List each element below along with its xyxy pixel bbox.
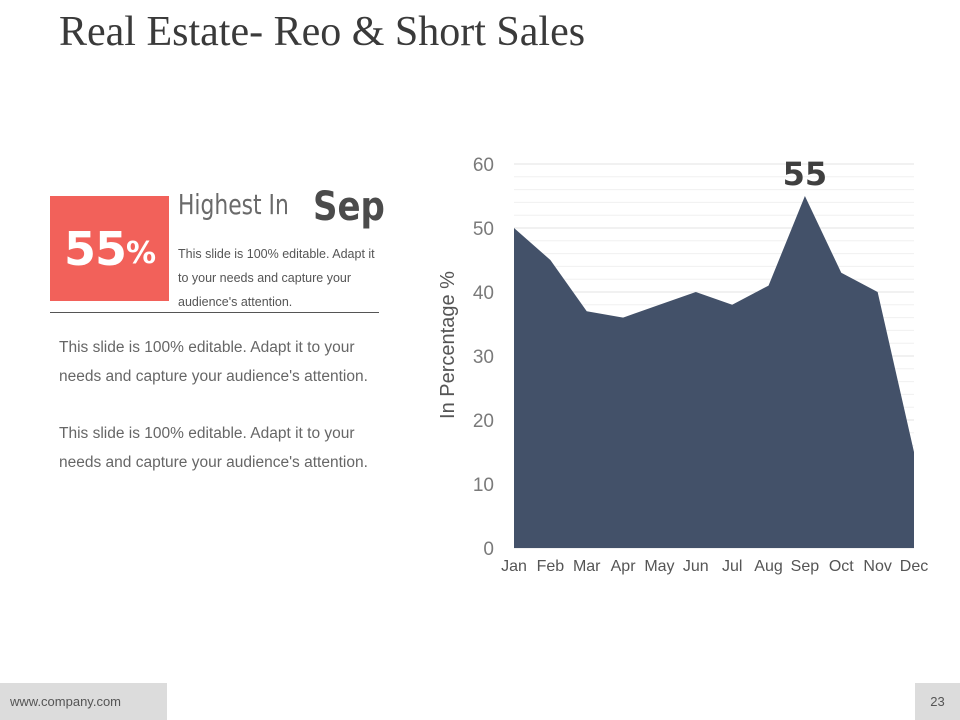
highlight-badge: 55% (50, 196, 169, 301)
area-series (514, 196, 914, 548)
y-tick-label: 50 (473, 219, 494, 240)
slide-title: Real Estate- Reo & Short Sales (59, 9, 586, 55)
x-tick-label: Oct (829, 558, 854, 575)
highlight-description: This slide is 100% editable. Adapt it to… (178, 247, 375, 309)
paragraph-1: This slide is 100% editable. Adapt it to… (59, 339, 368, 385)
headline-text: Highest In (178, 188, 289, 221)
y-tick-label: 40 (473, 283, 494, 304)
x-tick-label: Feb (537, 558, 565, 575)
highlight-headline: Highest In Sep (178, 184, 385, 230)
x-tick-label: Jul (722, 558, 742, 575)
x-tick-label: Aug (754, 558, 782, 575)
x-tick-label: Mar (573, 558, 601, 575)
y-axis-label: In Percentage % (437, 271, 459, 419)
data-label: 55 (783, 155, 828, 193)
divider (50, 312, 379, 313)
y-tick-label: 20 (473, 411, 494, 432)
y-tick-label: 0 (483, 539, 494, 560)
headline-month: Sep (313, 184, 385, 230)
y-tick-label: 10 (473, 475, 494, 496)
x-tick-label: Sep (791, 558, 820, 575)
x-tick-label: Apr (611, 558, 637, 575)
footer-page-number: 23 (915, 683, 960, 720)
paragraph-2: This slide is 100% editable. Adapt it to… (59, 425, 368, 471)
x-tick-label: Jun (683, 558, 709, 575)
highlight-number: 55 (63, 221, 127, 276)
x-tick-label: May (644, 558, 674, 575)
x-tick-label: Nov (863, 558, 891, 575)
x-tick-label: Jan (501, 558, 527, 575)
y-tick-label: 30 (473, 347, 494, 368)
footer-website[interactable]: www.company.com (0, 683, 167, 720)
y-tick-label: 60 (473, 155, 494, 176)
x-tick-label: Dec (900, 558, 928, 575)
highlight-percent-sign: % (125, 236, 156, 271)
